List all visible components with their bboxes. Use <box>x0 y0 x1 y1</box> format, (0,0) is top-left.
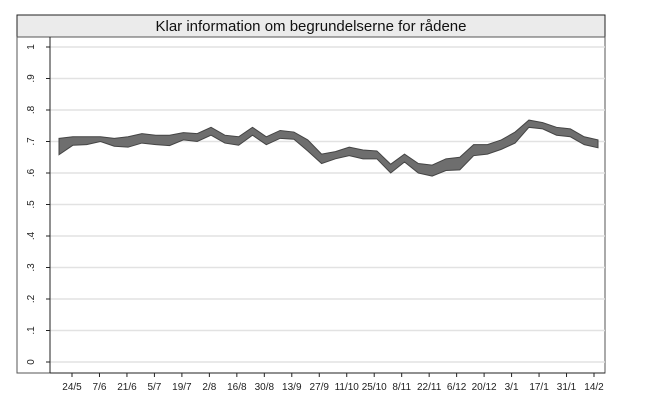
x-tick-label: 13/9 <box>282 382 302 393</box>
x-tick-label: 3/1 <box>505 382 519 393</box>
x-tick-label: 31/1 <box>557 382 577 393</box>
x-tick-label: 5/7 <box>147 382 161 393</box>
x-tick-label: 30/8 <box>255 382 275 393</box>
x-axis-ticks: 24/5 7/6 21/6 5/7 19/7 2/8 16/8 30/8 13/9 27/9 11/… <box>62 373 604 393</box>
x-tick-label: 17/1 <box>529 382 549 393</box>
x-tick-label: 22/11 <box>417 382 442 393</box>
y-tick-label: .2 <box>26 294 37 303</box>
gridlines <box>50 46 605 363</box>
band-area <box>58 119 599 177</box>
x-tick-label: 8/11 <box>392 382 411 393</box>
y-tick-label: .6 <box>26 168 37 177</box>
y-tick-label: .4 <box>26 231 37 240</box>
chart-title: Klar information om begrundelserne for r… <box>155 18 466 35</box>
x-tick-label: 20/12 <box>472 382 497 393</box>
y-tick-label: 1 <box>26 44 37 50</box>
x-tick-label: 16/8 <box>227 382 247 393</box>
y-tick-label: .3 <box>26 263 37 272</box>
x-tick-label: 27/9 <box>310 382 330 393</box>
y-tick-label: 0 <box>26 359 37 365</box>
x-tick-label: 7/6 <box>93 382 107 393</box>
x-tick-label: 11/10 <box>335 382 360 393</box>
x-tick-label: 6/12 <box>447 382 467 393</box>
y-tick-label: .7 <box>26 137 37 146</box>
x-tick-label: 19/7 <box>172 382 192 393</box>
x-tick-label: 21/6 <box>117 382 137 393</box>
confidence-band <box>58 119 599 177</box>
y-tick-label: .8 <box>26 105 37 114</box>
y-tick-label: .1 <box>26 326 37 335</box>
y-tick-label: .5 <box>26 200 37 209</box>
x-tick-label: 25/10 <box>362 382 387 393</box>
x-tick-label: 24/5 <box>62 382 82 393</box>
x-tick-label: 14/2 <box>584 382 604 393</box>
x-tick-label: 2/8 <box>202 382 216 393</box>
y-tick-label: .9 <box>26 74 37 83</box>
y-axis-ticks: 0 .1 .2 .3 .4 .5 .6 .7 .8 .9 1 <box>26 44 50 365</box>
